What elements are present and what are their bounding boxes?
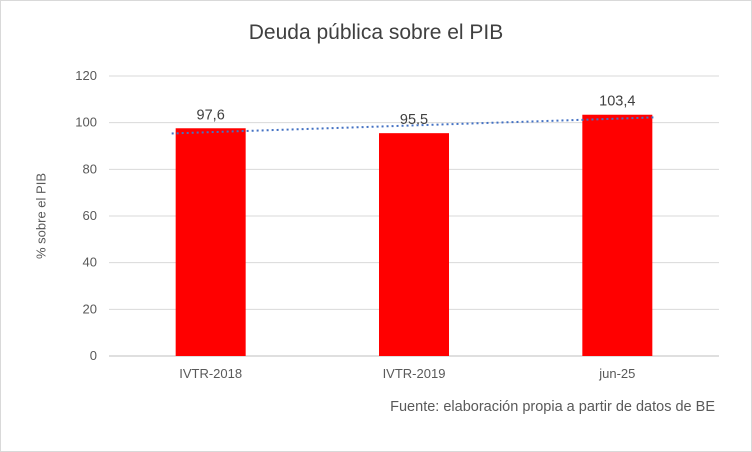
bar xyxy=(582,114,653,356)
chart-title: Deuda pública sobre el PIB xyxy=(248,21,504,44)
bar xyxy=(175,128,246,356)
y-tick-label: 120 xyxy=(75,68,97,83)
y-tick-label: 0 xyxy=(90,348,97,363)
x-tick-label: IVTR-2019 xyxy=(383,366,446,381)
x-tick-label: jun-25 xyxy=(598,366,635,381)
y-tick-label: 100 xyxy=(75,115,97,130)
data-label: 95,5 xyxy=(400,112,428,128)
source-note: Fuente: elaboración propia a partir de d… xyxy=(390,399,715,415)
y-tick-label: 40 xyxy=(83,255,97,270)
y-tick-label: 60 xyxy=(83,208,97,223)
y-tick-label: 20 xyxy=(83,301,97,316)
bar xyxy=(379,133,449,356)
x-tick-label: IVTR-2018 xyxy=(179,366,242,381)
data-label: 103,4 xyxy=(599,94,635,110)
y-axis-title: % sobre el PIB xyxy=(33,173,49,259)
y-tick-label: 80 xyxy=(83,161,97,176)
data-label: 97,6 xyxy=(197,107,225,123)
trendline xyxy=(171,116,657,135)
